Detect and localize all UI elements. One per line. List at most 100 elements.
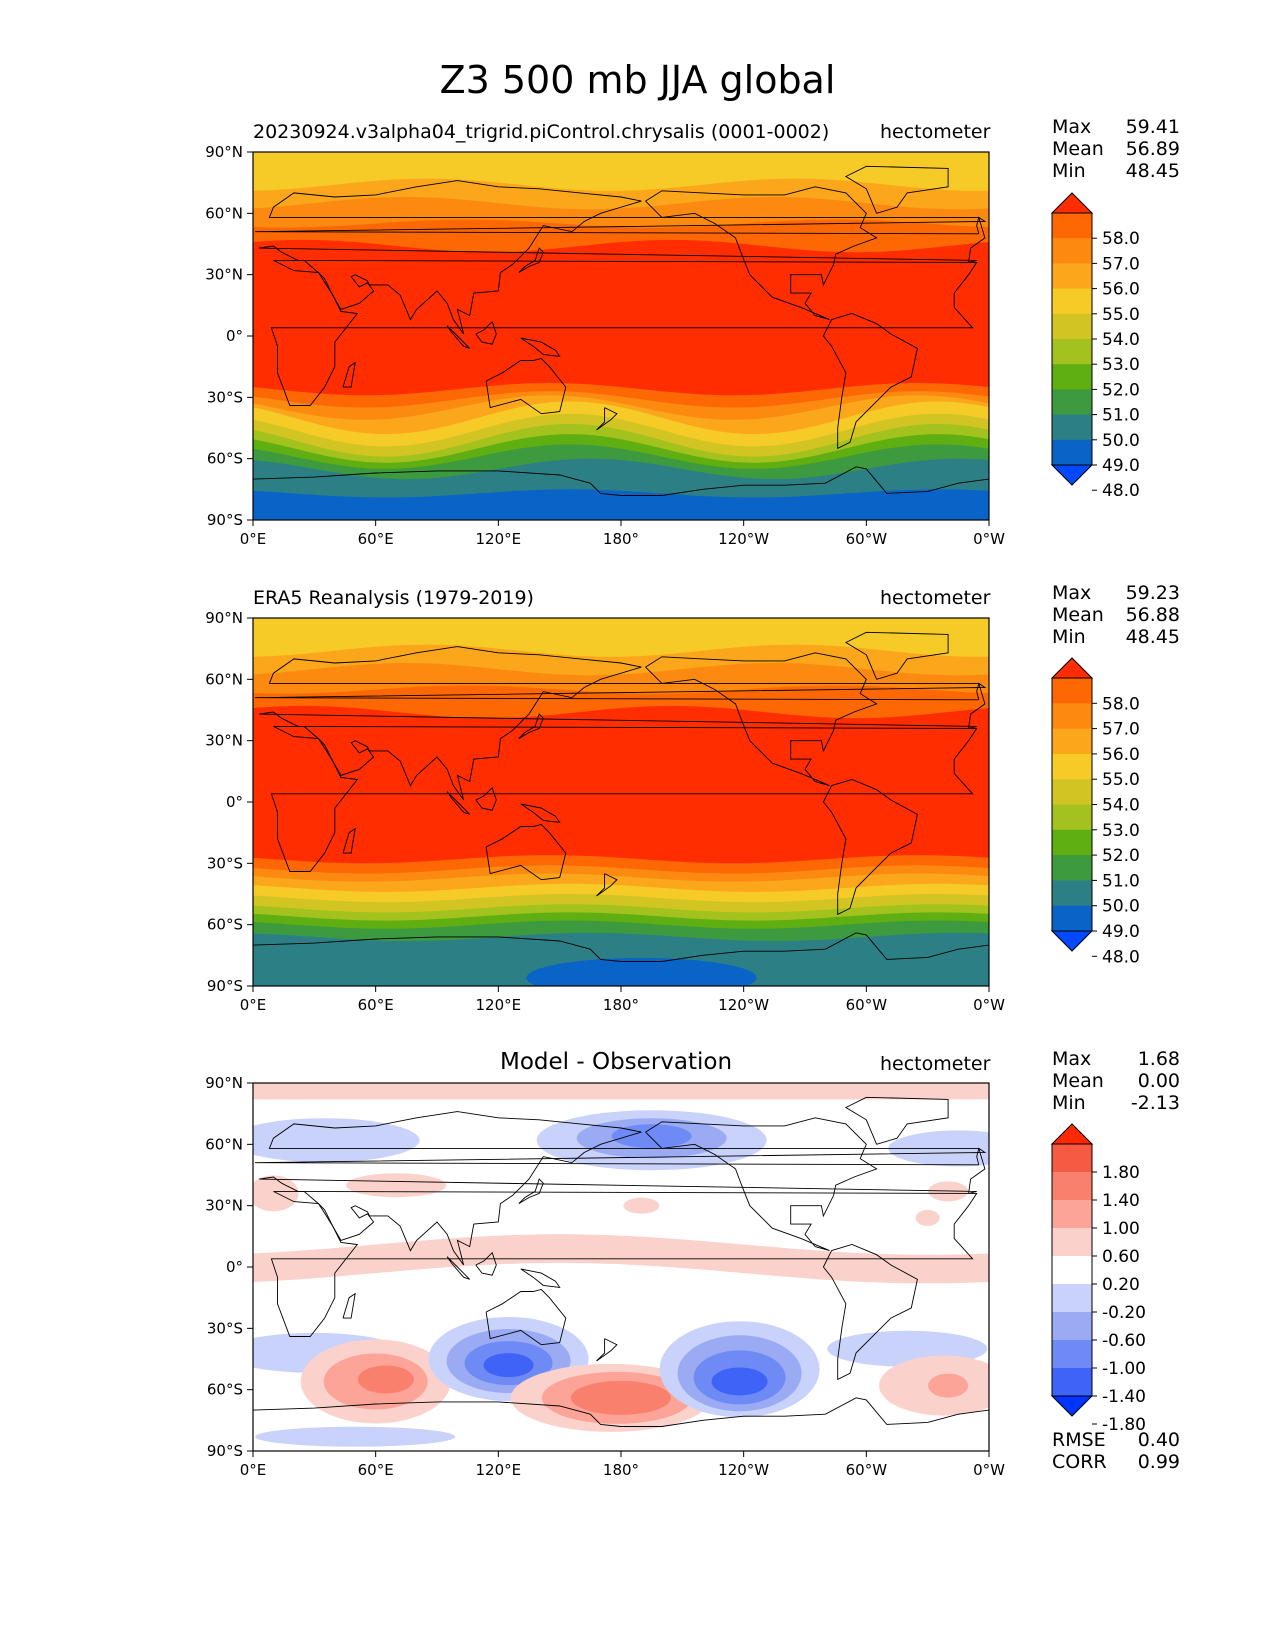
coastline — [518, 247, 544, 273]
lat-tick-label: 0° — [226, 327, 243, 345]
lat-tick-label: 0° — [226, 1258, 243, 1276]
coastline — [485, 824, 567, 881]
lon-tick-label: 180° — [603, 996, 639, 1014]
coastline — [270, 725, 978, 872]
diff-blob — [483, 1353, 534, 1378]
diff-blob — [253, 1118, 420, 1163]
lon-tick-label: 120°E — [476, 530, 522, 548]
lon-tick-label: 120°E — [476, 996, 522, 1014]
coastline — [518, 713, 544, 739]
colorbar-segment — [1052, 1312, 1092, 1341]
colorbar-segment — [1052, 1256, 1092, 1285]
colorbar-segment — [1052, 1172, 1092, 1201]
lat-tick-label: 30°N — [205, 266, 243, 284]
coastline — [844, 165, 949, 214]
field-group — [253, 152, 989, 520]
colorbar-segment — [1052, 1340, 1092, 1369]
colorbar-segment — [1052, 313, 1092, 340]
lon-tick-label: 120°E — [476, 1461, 522, 1479]
lat-tick-label: 90°N — [205, 609, 243, 627]
stat-label: Max — [1052, 1048, 1092, 1070]
lat-tick-label: 60°N — [205, 204, 243, 222]
colorbar-segment — [1052, 753, 1092, 780]
stat-label: Mean — [1052, 1070, 1104, 1092]
panel-test-stats: Max 59.41 Mean 56.89 Min 48.45 — [1052, 116, 1180, 182]
colorbar-tick-label: 58.0 — [1102, 229, 1140, 249]
colorbar-segment — [1052, 779, 1092, 805]
colorbar-segment — [1052, 703, 1092, 730]
diff-blob — [571, 1380, 671, 1415]
lon-tick-label: 60°W — [846, 996, 888, 1014]
lat-tick-label: 30°S — [207, 388, 243, 406]
colorbar-tick-label: 48.0 — [1102, 481, 1140, 501]
lon-tick-label: 0°E — [240, 1461, 267, 1479]
stat-value: 48.45 — [1125, 160, 1180, 182]
colorbar-tick-label: 1.00 — [1102, 1219, 1140, 1239]
lat-tick-label: 90°N — [205, 143, 243, 161]
coastline — [446, 325, 471, 349]
colorbar-tick-label: 56.0 — [1102, 280, 1140, 300]
stat-label: Min — [1052, 626, 1086, 648]
colorbar-tick-label: 52.0 — [1102, 380, 1140, 400]
lon-tick-label: 0°W — [973, 530, 1005, 548]
diff-blob — [711, 1367, 768, 1396]
colorbar-tick-label: 56.0 — [1102, 745, 1140, 765]
diff-blob — [623, 1197, 660, 1214]
lat-tick-label: 60°S — [207, 450, 243, 468]
coastline — [253, 1397, 989, 1427]
colorbar-extend-max — [1050, 1123, 1094, 1145]
lat-tick-label: 0° — [226, 793, 243, 811]
panel-test-left-title: 20230924.v3alpha04_trigrid.piControl.chr… — [253, 121, 830, 143]
colorbar-tick-label: 49.0 — [1102, 456, 1140, 476]
coastline — [342, 827, 356, 854]
diff-band — [253, 1083, 989, 1100]
lat-tick-label: 90°S — [207, 977, 243, 995]
colorbar-tick-label: 0.20 — [1102, 1275, 1140, 1295]
lon-tick-label: 0°W — [973, 996, 1005, 1014]
coastline — [259, 180, 986, 335]
colorbar-segment — [1052, 364, 1092, 390]
colorbar-tick-label: -0.60 — [1102, 1331, 1146, 1351]
colorbar-tick-label: 53.0 — [1102, 355, 1140, 375]
stat-label: Min — [1052, 1092, 1086, 1114]
colorbar-tick-label: -1.00 — [1102, 1359, 1146, 1379]
coastline — [446, 791, 471, 815]
colorbar-tick-label: 48.0 — [1102, 947, 1140, 967]
coastline — [485, 358, 567, 415]
colorbar-extend-max — [1050, 657, 1094, 679]
colorbar-segment — [1052, 414, 1092, 441]
colorbar-tick-label: 0.60 — [1102, 1247, 1140, 1267]
coastline — [520, 803, 561, 823]
coastline — [596, 873, 618, 897]
diff-blob — [346, 1173, 447, 1198]
lat-tick-label: 30°S — [207, 854, 243, 872]
coastline — [596, 1338, 618, 1362]
lat-tick-label: 90°S — [207, 511, 243, 529]
colorbar-tick-label: 54.0 — [1102, 796, 1140, 816]
colorbar-tick-label: 58.0 — [1102, 694, 1140, 714]
colorbar-segment — [1052, 829, 1092, 856]
coastline — [270, 259, 978, 406]
diff-blob — [253, 1175, 299, 1212]
diff-blob — [255, 1426, 456, 1447]
colorbar-tick-label: 55.0 — [1102, 305, 1140, 325]
lat-tick-label: 60°N — [205, 670, 243, 688]
colorbar-tick-label: -1.80 — [1102, 1415, 1146, 1435]
stat-value: 48.45 — [1125, 626, 1180, 648]
colorbar-extend-min — [1050, 464, 1094, 486]
colorbar-tick-label: 1.80 — [1102, 1163, 1140, 1183]
stat-label: Mean — [1052, 138, 1104, 160]
colorbar-extend-min — [1050, 1395, 1094, 1417]
coastline — [844, 1096, 949, 1145]
lat-tick-label: 60°S — [207, 1381, 243, 1399]
stat-value: 59.23 — [1125, 582, 1180, 604]
lon-tick-label: 60°W — [846, 530, 888, 548]
panel-reference-left-title: ERA5 Reanalysis (1979-2019) — [253, 587, 534, 609]
coastline — [254, 216, 987, 235]
stat-label: Max — [1052, 116, 1092, 138]
lon-tick-label: 120°W — [718, 996, 769, 1014]
lon-tick-label: 180° — [603, 530, 639, 548]
lon-tick-label: 120°W — [718, 530, 769, 548]
colorbar-tick-label: -1.40 — [1102, 1387, 1146, 1407]
lat-tick-label: 30°N — [205, 732, 243, 750]
